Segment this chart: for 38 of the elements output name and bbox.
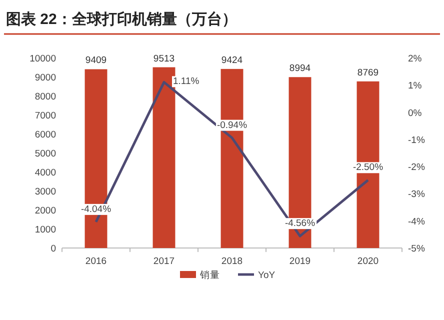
y2-tick-label: -2% [408, 162, 426, 174]
data-label: 1.11% [173, 76, 200, 88]
y-tick-label: 6000 [34, 130, 56, 140]
y-tick-label: 2000 [34, 206, 56, 216]
legend-label: 销量 [199, 270, 220, 281]
data-label: 9409 [85, 55, 107, 66]
x-tick-label: 2019 [289, 256, 311, 267]
y-tick-label: 5000 [34, 148, 56, 160]
y2-tick-label: -1% [408, 134, 426, 146]
data-label: 8769 [357, 67, 379, 78]
y-tick-label: 7000 [34, 110, 56, 122]
y-tick-label: 3000 [34, 186, 56, 198]
legend-label: YoY [258, 270, 276, 281]
title: 图表 22：全球打印机销量（万台） [6, 11, 237, 28]
x-tick-label: 2017 [153, 256, 175, 267]
y-tick-label: 8000 [34, 92, 56, 102]
data-label: 9424 [221, 54, 243, 66]
data-label: 9513 [153, 53, 175, 64]
data-label: -0.94% [216, 120, 248, 131]
data-label: -2.50% [352, 162, 384, 174]
y-tick-label: 10000 [30, 54, 56, 64]
x-tick-label: 2018 [221, 256, 243, 267]
y2-tick-label: -4% [408, 216, 426, 228]
data-label: 8994 [289, 63, 311, 74]
y-tick-label: 1000 [34, 224, 56, 236]
y-tick-label: 0 [50, 244, 56, 254]
y2-tick-label: 2% [408, 54, 422, 64]
bar [152, 67, 176, 248]
y-tick-label: 9000 [34, 72, 56, 84]
data-label: -4.56% [284, 218, 316, 230]
y2-tick-label: -3% [408, 189, 426, 200]
x-tick-label: 2016 [85, 256, 107, 267]
y-tick-label: 4000 [34, 168, 56, 178]
y2-tick-label: 1% [408, 80, 422, 92]
y2-tick-label: 0% [408, 108, 422, 119]
y2-tick-label: -5% [408, 244, 426, 254]
data-label: -4.04% [80, 204, 112, 215]
x-tick-label: 2020 [357, 256, 379, 267]
